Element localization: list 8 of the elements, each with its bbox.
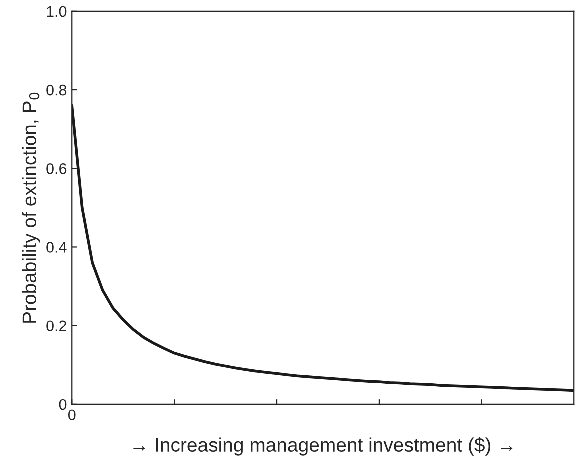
y-tick-label: 0.4 [46,242,67,253]
y-tick-label: 1.0 [47,6,67,18]
y-axis-title: Probability of extinction, P$_{0}$ [22,92,40,323]
y-tick-label: 0.2 [46,320,66,332]
y-tick-label: 0 [59,399,67,410]
x-axis-title: → Increasing management investment ($) → [134,437,513,456]
y-tick-label: 0.6 [46,164,67,174]
y-tick-label: 0.8 [46,84,67,96]
